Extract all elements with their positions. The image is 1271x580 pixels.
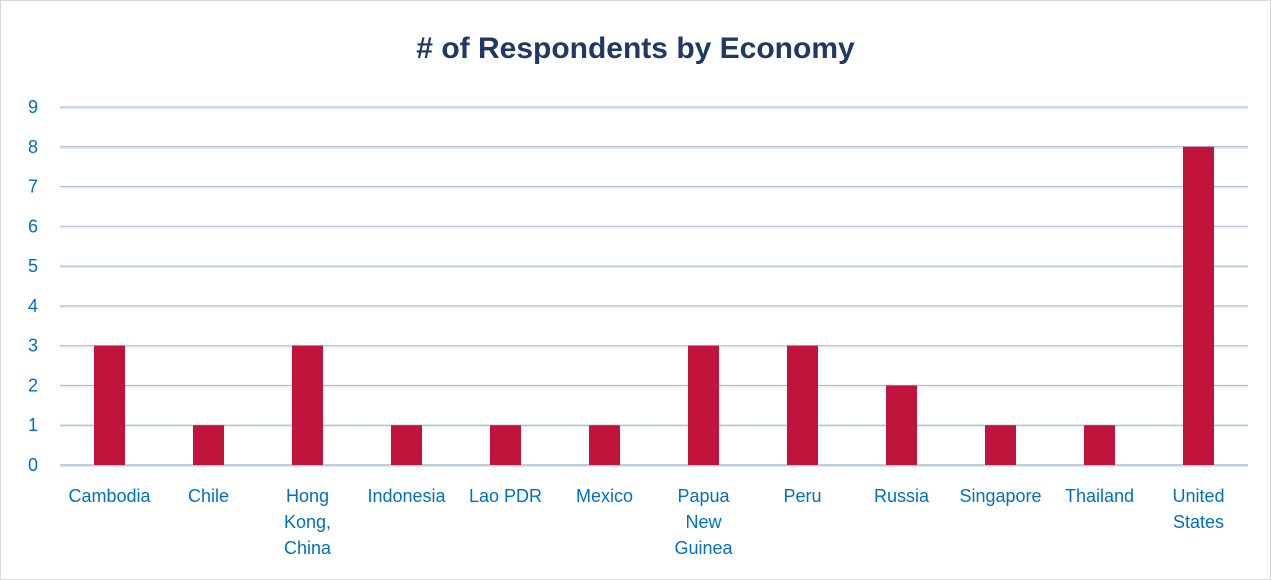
x-category-label-line: Papua [677,486,730,506]
x-category-label-line: Lao PDR [469,486,542,506]
y-tick-label: 4 [28,296,38,316]
x-axis-category-labels: Cambodia Chile Hong Kong, China Indonesia Lao … [68,486,1224,558]
x-category-label-line: New [685,512,722,532]
x-category-label: Indonesia [367,486,446,506]
x-category-label-line: Mexico [576,486,633,506]
bar [985,425,1016,465]
x-category-label: Thailand [1065,486,1134,506]
x-category-label-line: Peru [783,486,821,506]
x-category-label: Papua New Guinea [674,486,733,558]
bar [94,345,125,465]
x-category-label-line: Indonesia [367,486,446,506]
x-category-label: Russia [874,486,930,506]
x-category-label: United States [1172,486,1224,532]
y-tick-label: 8 [28,137,38,157]
x-category-label-line: Kong, [284,512,331,532]
x-category-label: Mexico [576,486,633,506]
x-category-label-line: China [284,538,332,558]
x-category-label-line: Russia [874,486,930,506]
y-tick-label: 9 [28,97,38,117]
y-axis-tick-labels: 0 1 2 3 4 5 6 7 8 9 [28,97,38,475]
bar [1084,425,1115,465]
x-category-label-line: Guinea [674,538,733,558]
x-category-label: Lao PDR [469,486,542,506]
y-tick-label: 7 [28,177,38,197]
x-category-label-line: Singapore [959,486,1041,506]
x-category-label-line: Hong [286,486,329,506]
bar [490,425,521,465]
bar [292,345,323,465]
y-tick-label: 3 [28,336,38,356]
bar [589,425,620,465]
x-category-label-line: Cambodia [68,486,151,506]
chart-title: # of Respondents by Economy [416,32,855,65]
gridlines [60,106,1248,467]
y-tick-label: 0 [28,455,38,475]
x-category-label: Chile [188,486,229,506]
x-category-label: Cambodia [68,486,151,506]
bar [391,425,422,465]
bars [94,146,1214,465]
x-category-label-line: Chile [188,486,229,506]
y-tick-label: 1 [28,415,38,435]
bar [787,345,818,465]
x-category-label: Singapore [959,486,1041,506]
bar [688,345,719,465]
x-category-label-line: States [1173,512,1224,532]
x-category-label-line: Thailand [1065,486,1134,506]
bar [886,385,917,465]
bar [193,425,224,465]
y-tick-label: 5 [28,256,38,276]
y-tick-label: 2 [28,375,38,395]
bar [1183,146,1214,465]
x-category-label: Hong Kong, China [284,486,332,558]
x-category-label: Peru [783,486,821,506]
y-tick-label: 6 [28,216,38,236]
x-category-label-line: United [1172,486,1224,506]
